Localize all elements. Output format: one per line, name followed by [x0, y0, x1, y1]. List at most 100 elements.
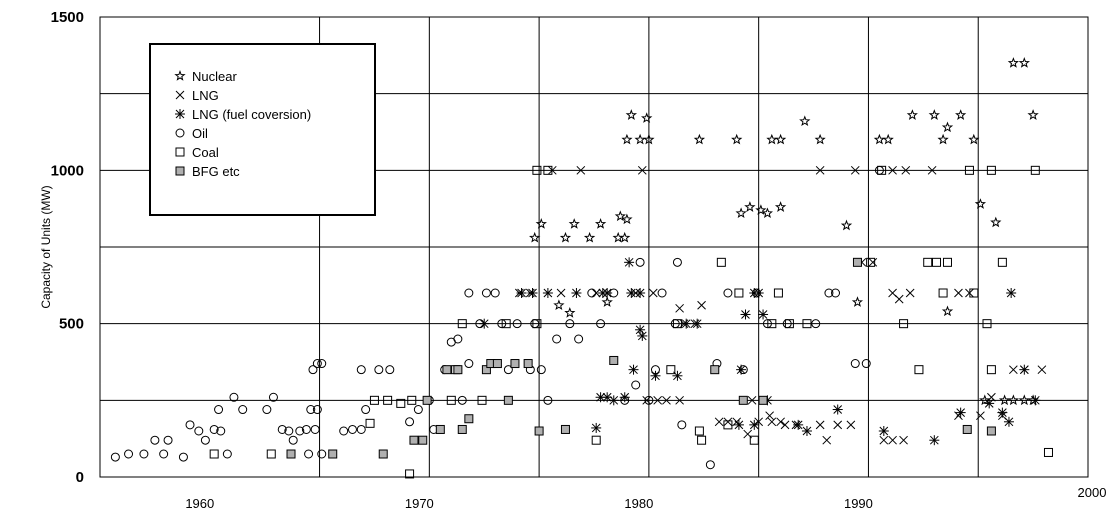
point-star — [529, 231, 541, 243]
point-circle — [209, 424, 219, 434]
point-square — [266, 449, 276, 459]
point-x — [556, 288, 566, 298]
legend-label: LNG (fuel coversion) — [192, 107, 311, 122]
point-filled-square — [609, 355, 619, 365]
point-square — [405, 469, 415, 479]
point-asterisk — [681, 318, 692, 329]
point-x — [888, 165, 897, 175]
point-circle — [222, 449, 232, 459]
point-star — [774, 201, 787, 212]
point-circle — [374, 365, 384, 375]
point-circle — [178, 452, 188, 462]
point-star — [641, 112, 653, 123]
point-square — [1030, 165, 1040, 175]
point-filled-square — [422, 395, 432, 405]
point-circle — [481, 288, 491, 298]
point-star — [1027, 109, 1039, 120]
point-star — [1007, 394, 1019, 406]
point-x — [637, 165, 647, 175]
point-circle — [811, 319, 821, 329]
point-asterisk — [608, 395, 619, 406]
point-asterisk — [740, 309, 751, 320]
point-square — [877, 165, 887, 175]
point-circle — [850, 359, 860, 369]
point-circle — [861, 359, 871, 369]
legend-marker-star — [174, 70, 186, 81]
point-star — [693, 133, 706, 145]
point-x — [822, 435, 832, 445]
point-asterisk — [628, 364, 639, 375]
point-square — [982, 319, 992, 329]
x-tick-label: 1970 — [405, 496, 434, 511]
x-tick-label: 2000 — [1078, 485, 1107, 500]
point-star — [553, 299, 565, 311]
point-filled-square — [328, 449, 338, 459]
point-x — [697, 300, 706, 310]
point-star — [583, 231, 596, 243]
point-circle — [650, 365, 660, 375]
x-tick-label: 1990 — [844, 496, 873, 511]
point-x — [850, 165, 860, 175]
point-square — [716, 257, 726, 267]
point-circle — [536, 365, 546, 375]
point-star — [814, 133, 826, 145]
point-star — [625, 109, 637, 120]
point-x — [576, 165, 586, 175]
point-star — [941, 121, 954, 133]
point-circle — [751, 288, 761, 298]
point-filled-square — [560, 424, 570, 434]
point-square — [914, 365, 924, 375]
point-circle — [110, 452, 120, 462]
point-circle — [587, 288, 597, 298]
point-square — [532, 319, 542, 329]
point-circle — [677, 420, 687, 430]
legend-label: BFG etc — [192, 164, 240, 179]
point-star — [1018, 57, 1030, 68]
point-asterisk — [571, 288, 582, 298]
point-filled-square — [442, 365, 452, 375]
point-star — [774, 133, 787, 145]
point-asterisk — [597, 288, 608, 298]
point-circle — [596, 319, 606, 329]
point-circle — [405, 417, 415, 427]
point-x — [662, 395, 671, 405]
point-star — [928, 109, 940, 120]
point-circle — [310, 424, 320, 434]
legend-marker-circle — [175, 128, 185, 138]
point-star — [990, 216, 1002, 228]
point-circle — [385, 365, 395, 375]
point-square — [396, 398, 406, 408]
point-square — [457, 319, 467, 329]
point-circle — [268, 392, 278, 402]
point-circle — [306, 405, 316, 415]
legend-box — [149, 43, 376, 216]
legend-label: LNG — [192, 88, 219, 103]
point-filled-square — [962, 424, 972, 434]
legend-label: Oil — [192, 126, 208, 141]
point-star — [559, 231, 572, 243]
point-x — [765, 411, 774, 421]
point-filled-square — [409, 435, 419, 445]
point-circle — [356, 424, 366, 434]
point-star — [621, 133, 633, 145]
point-star — [840, 219, 853, 231]
y-tick-labels: 0 500 1000 1500 — [51, 9, 84, 486]
point-square — [784, 319, 794, 329]
point-square — [666, 365, 676, 375]
point-square — [932, 257, 942, 267]
point-square — [697, 435, 707, 445]
point-x — [714, 417, 724, 427]
point-asterisk — [1019, 364, 1030, 375]
point-circle — [284, 426, 294, 436]
point-circle — [503, 365, 513, 375]
point-x — [675, 395, 684, 405]
point-circle — [356, 365, 366, 375]
point-asterisk — [749, 419, 760, 430]
point-circle — [464, 288, 474, 298]
point-x — [888, 435, 897, 445]
point-x — [815, 165, 825, 175]
point-asterisk — [758, 309, 769, 320]
point-circle — [644, 395, 654, 405]
point-circle — [831, 288, 841, 298]
point-star — [755, 204, 767, 215]
